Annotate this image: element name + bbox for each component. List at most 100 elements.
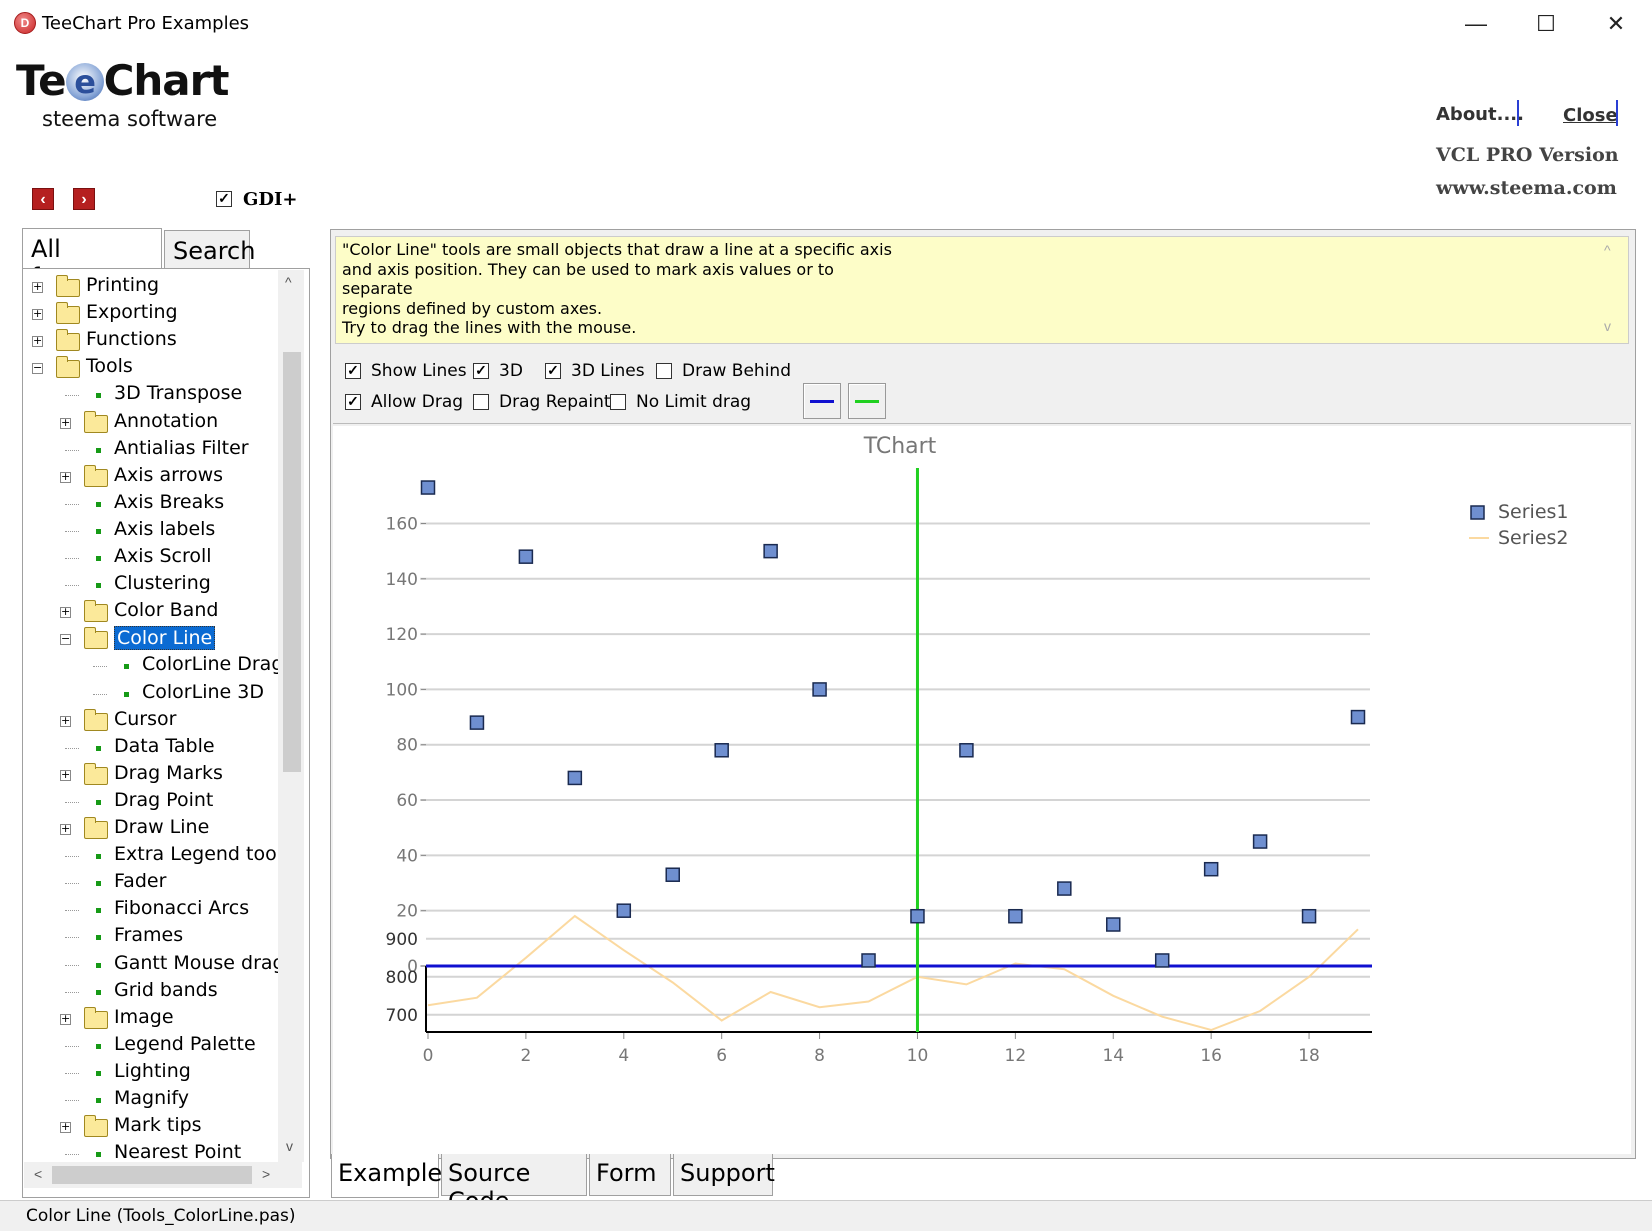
series1-point[interactable] bbox=[1008, 908, 1023, 924]
tree-item[interactable]: + Axis arrows bbox=[0, 464, 280, 490]
tree-item[interactable]: + Image bbox=[0, 1006, 280, 1032]
tree-item[interactable]: ColorLine Drag r bbox=[0, 653, 297, 679]
show-lines-checkbox[interactable]: ✓ bbox=[345, 363, 361, 379]
scroll-right-icon[interactable]: > bbox=[262, 1166, 271, 1182]
series1-point[interactable] bbox=[1057, 881, 1072, 896]
tree-item[interactable]: + Mark tips bbox=[0, 1114, 280, 1140]
expand-icon[interactable]: + bbox=[60, 605, 71, 619]
collapse-icon[interactable]: − bbox=[32, 361, 43, 375]
tab-support[interactable]: Support bbox=[673, 1154, 775, 1196]
expand-icon[interactable]: + bbox=[60, 767, 71, 781]
series1-point[interactable] bbox=[763, 543, 778, 559]
tab-form[interactable]: Form bbox=[589, 1154, 671, 1196]
next-example-button[interactable]: › bbox=[73, 188, 95, 210]
tree-item[interactable]: Fibonacci Arcs bbox=[0, 897, 280, 923]
series1-point[interactable] bbox=[665, 867, 680, 882]
tree-item[interactable]: Frames bbox=[0, 924, 280, 950]
tree-item[interactable]: + Cursor bbox=[0, 708, 280, 734]
series1-point[interactable] bbox=[567, 770, 583, 786]
maximize-button[interactable]: ☐ bbox=[1536, 11, 1556, 36]
expand-icon[interactable]: + bbox=[60, 415, 71, 429]
draw-behind-checkbox[interactable] bbox=[656, 363, 672, 379]
tree-item[interactable]: − Color Line bbox=[0, 626, 280, 652]
series1-point[interactable] bbox=[1154, 953, 1170, 968]
series1-point[interactable] bbox=[1350, 709, 1366, 725]
tab-search[interactable]: Search bbox=[164, 230, 255, 270]
tree-item[interactable]: ColorLine 3D bbox=[0, 681, 280, 707]
drag-repaint-checkbox[interactable] bbox=[473, 394, 489, 410]
tree-item[interactable]: + Annotation bbox=[0, 410, 280, 436]
tab-all-features[interactable]: All features bbox=[22, 228, 162, 291]
tree-item[interactable]: Grid bands bbox=[0, 979, 280, 1005]
description-scroll-down-icon[interactable]: v bbox=[1604, 318, 1611, 334]
tree-item[interactable]: Extra Legend tool bbox=[0, 843, 282, 869]
expand-icon[interactable]: + bbox=[60, 469, 71, 483]
tree-item[interactable]: + Printing bbox=[0, 274, 280, 300]
previous-example-button[interactable]: ‹ bbox=[32, 188, 54, 210]
tree-item[interactable]: Fader bbox=[0, 870, 280, 896]
tree-item[interactable]: Magnify bbox=[0, 1087, 280, 1113]
tree-item[interactable]: Antialias Filter bbox=[0, 437, 280, 463]
3d-lines-checkbox[interactable]: ✓ bbox=[545, 363, 561, 379]
series1-point[interactable] bbox=[616, 903, 632, 918]
series1-point[interactable] bbox=[714, 743, 729, 758]
series1-point[interactable] bbox=[469, 715, 485, 730]
minimize-button[interactable]: — bbox=[1465, 11, 1487, 36]
tree-item[interactable]: Legend Palette bbox=[0, 1033, 280, 1059]
about-link[interactable]: About.... bbox=[1436, 104, 1524, 125]
tree-item[interactable]: − Tools bbox=[0, 355, 280, 381]
expand-icon[interactable]: + bbox=[32, 334, 43, 348]
scroll-up-icon[interactable]: ^ bbox=[285, 274, 292, 290]
series1-point[interactable] bbox=[518, 549, 534, 564]
close-link[interactable]: Close bbox=[1563, 105, 1618, 126]
collapse-icon[interactable]: − bbox=[60, 632, 71, 646]
tree-hscroll-thumb[interactable] bbox=[52, 1166, 252, 1184]
series1-point[interactable] bbox=[1252, 834, 1268, 849]
tree-item[interactable]: + Draw Line bbox=[0, 816, 280, 842]
no-limit-drag-checkbox[interactable] bbox=[610, 394, 626, 410]
3d-checkbox[interactable]: ✓ bbox=[473, 363, 489, 379]
website-link[interactable]: www.steema.com bbox=[1436, 177, 1617, 199]
tab-example[interactable]: Example bbox=[331, 1154, 442, 1198]
expand-icon[interactable]: + bbox=[32, 280, 43, 293]
tree-item[interactable]: Nearest Point bbox=[0, 1141, 280, 1167]
expand-icon[interactable]: + bbox=[60, 713, 71, 727]
series1-point[interactable] bbox=[910, 908, 925, 924]
tree-item[interactable]: + Functions bbox=[0, 328, 280, 354]
tab-source-code[interactable]: Source Code bbox=[441, 1154, 587, 1215]
tree-item[interactable]: 3D Transpose bbox=[0, 382, 280, 408]
tree-item[interactable]: Lighting bbox=[0, 1060, 280, 1086]
expand-icon[interactable]: + bbox=[32, 307, 43, 321]
tree-item[interactable]: + Exporting bbox=[0, 301, 280, 327]
tree-item[interactable]: + Drag Marks bbox=[0, 762, 280, 788]
series1-point[interactable] bbox=[1203, 861, 1219, 877]
tree-item[interactable]: Clustering bbox=[0, 572, 280, 598]
tree-item[interactable]: Data Table bbox=[0, 735, 280, 761]
tree-scroll-thumb[interactable] bbox=[283, 352, 301, 772]
tree-item[interactable]: Axis labels bbox=[0, 518, 280, 544]
series1-point[interactable] bbox=[812, 682, 827, 697]
tree-item[interactable]: Axis Scroll bbox=[0, 545, 280, 571]
series1-point[interactable] bbox=[959, 743, 974, 758]
series1-point[interactable] bbox=[1301, 908, 1317, 924]
tree-item[interactable]: + Color Band bbox=[0, 599, 280, 625]
series1-point[interactable] bbox=[861, 953, 876, 968]
tree-item[interactable]: Axis Breaks bbox=[0, 491, 280, 517]
gdi-checkbox[interactable]: ✓ bbox=[216, 191, 232, 207]
tree-item[interactable]: Gantt Mouse dragg bbox=[0, 952, 297, 978]
series1-point[interactable] bbox=[1106, 917, 1121, 932]
close-window-button[interactable]: ✕ bbox=[1606, 11, 1626, 36]
expand-icon[interactable]: + bbox=[60, 1120, 71, 1134]
line2-color-button[interactable] bbox=[848, 383, 886, 419]
line1-color-button[interactable] bbox=[803, 383, 841, 419]
chart-area[interactable]: TChart 0 20 40 60 80 100 120 140 160 700 800 900 0 2 4 6… bbox=[333, 426, 1631, 1154]
expand-icon[interactable]: + bbox=[60, 822, 71, 835]
series1-point[interactable] bbox=[420, 480, 436, 495]
scroll-down-icon[interactable]: v bbox=[286, 1138, 293, 1154]
allow-drag-checkbox[interactable]: ✓ bbox=[345, 394, 361, 410]
tree-item[interactable]: Drag Point bbox=[0, 789, 280, 815]
scroll-left-icon[interactable]: < bbox=[34, 1166, 43, 1182]
expand-icon[interactable]: + bbox=[60, 1011, 71, 1025]
description-scroll-up-icon[interactable]: ^ bbox=[1604, 242, 1611, 258]
chart[interactable]: TChart 0 20 40 60 80 100 120 140 160 700 800 900 0 2 4 6… bbox=[333, 426, 1631, 1154]
